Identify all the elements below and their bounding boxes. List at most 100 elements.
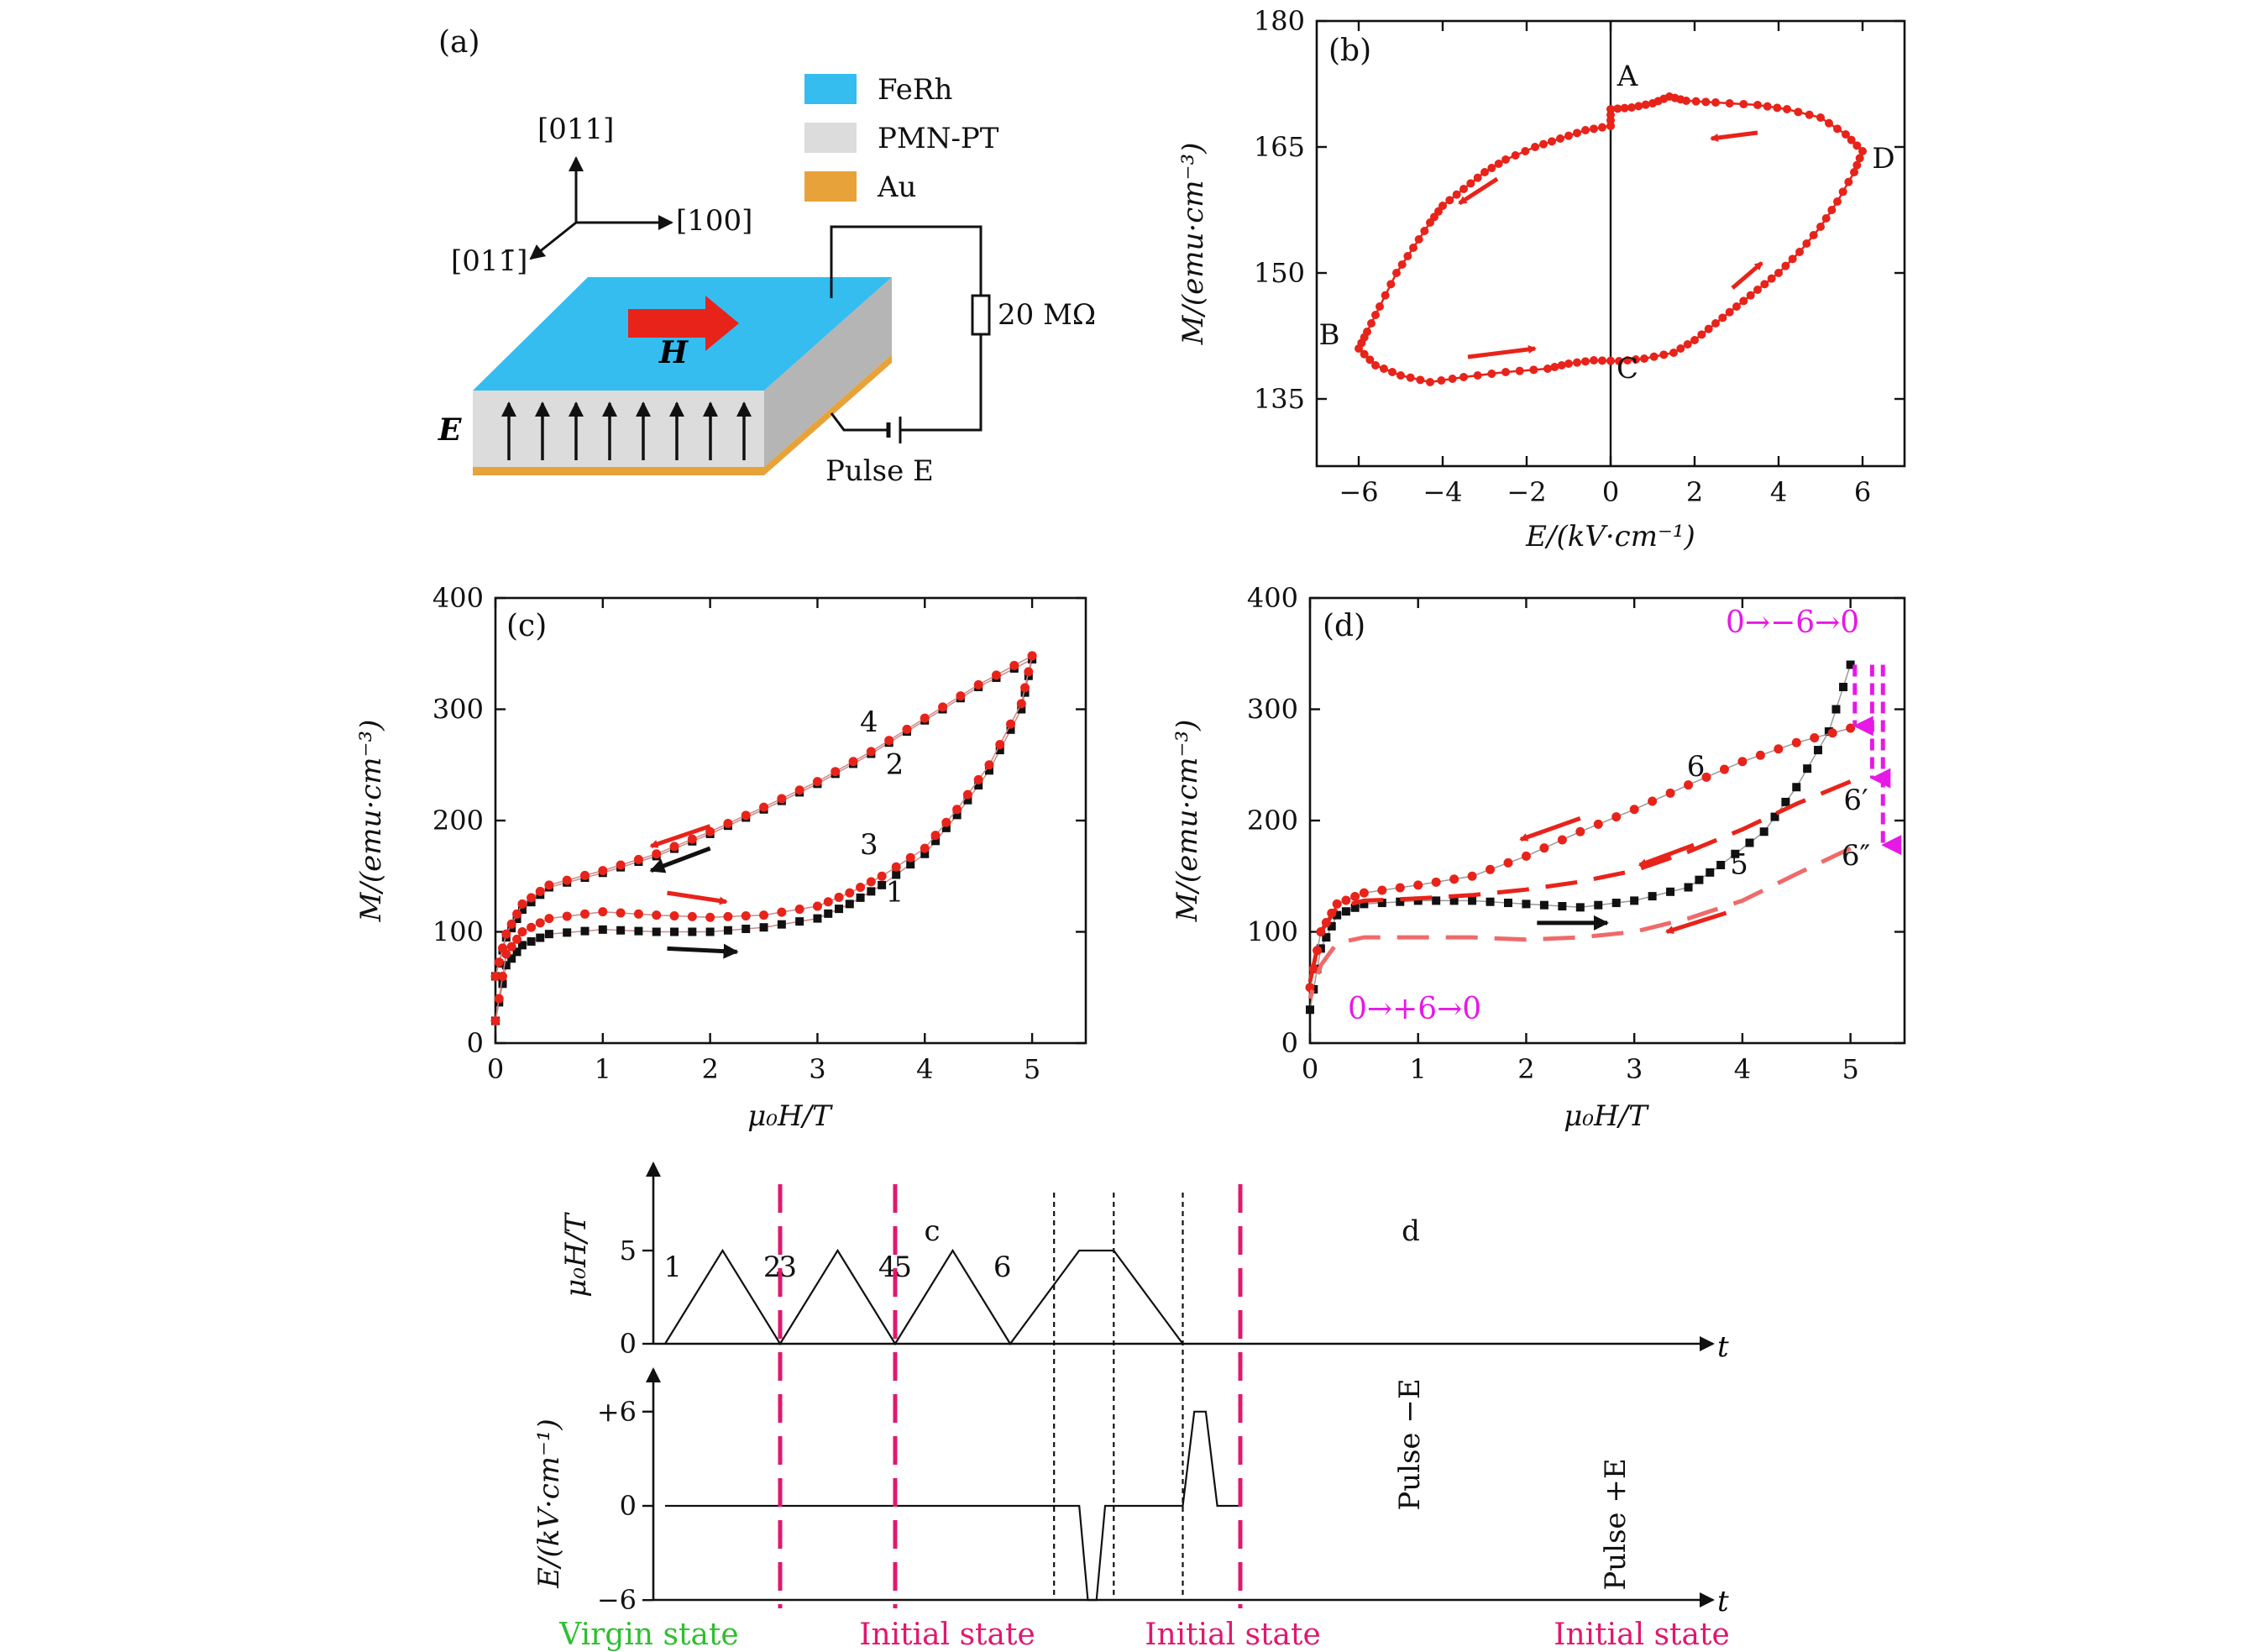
panel-d-data: 6 6′ 5 6″ (1305, 660, 1902, 1015)
panel-c-point-4 (512, 909, 522, 919)
panel-b-point (1556, 134, 1564, 143)
circuit-wire-right (900, 334, 983, 432)
panel-c-point-3 (490, 1016, 500, 1025)
panel-c-point-4 (794, 785, 804, 795)
panel-b-point (1581, 357, 1590, 366)
x-tick-label: 1 (1410, 1053, 1427, 1085)
panel-d-point-6 (1611, 812, 1622, 822)
legend-swatch-pmnpt (804, 123, 857, 153)
panel-b-point (1641, 100, 1650, 109)
field-arrow-H (628, 296, 739, 351)
axis-arrow-01-1 (529, 221, 577, 260)
timing-ticks: 0 5 −6 0 +6 (597, 1235, 653, 1616)
panel-b-point (1659, 350, 1669, 359)
timing-top-ylabel: μ₀H/T (559, 1212, 593, 1298)
panel-b-point (1623, 356, 1632, 364)
panel-b-point (1437, 376, 1446, 385)
panel-d-point-5 (1522, 899, 1531, 909)
panel-b-point (1816, 113, 1825, 122)
panel-c-series-label: 3 (860, 828, 878, 862)
y-tick-label: 400 (1247, 582, 1298, 614)
panel-b-point (1606, 122, 1615, 130)
legend-label-au: Au (877, 170, 916, 204)
timing-bottom-ytick-label: −6 (597, 1584, 637, 1616)
panel-c-point-3 (812, 901, 822, 911)
panel-b-point (1371, 311, 1380, 319)
panel-c-series-label: 1 (886, 876, 904, 910)
legend-label-ferh: FeRh (878, 73, 952, 107)
panel-c-point-3 (759, 910, 769, 920)
panel-b-point (1365, 355, 1375, 364)
panel-c-point-4 (633, 854, 643, 864)
panel-d-point-5 (1575, 903, 1585, 912)
panel-c-point-1 (723, 926, 732, 935)
panel-c-point-4 (759, 802, 769, 812)
panel-b-point (1487, 164, 1496, 172)
panel-b-point (1480, 168, 1489, 176)
panel-c-point-3 (705, 912, 715, 922)
panel-d-point-6 (1503, 857, 1513, 868)
panel-b-point (1739, 100, 1748, 108)
panel-a-label: (a) (438, 25, 480, 60)
panel-d-point-5 (1504, 899, 1512, 908)
panel-b-point (1452, 190, 1461, 199)
panel-d-point-5 (1322, 933, 1331, 942)
panel-b-point-label: D (1872, 142, 1894, 176)
x-tick-label: 3 (809, 1053, 825, 1085)
panel-b-point (1773, 103, 1782, 113)
panel-c-point-3 (741, 911, 751, 921)
panel-c-point-1 (984, 766, 993, 775)
pmnpt-side-face (764, 277, 892, 467)
panel-b-point (1809, 231, 1818, 239)
panel-c-point-4 (517, 899, 527, 909)
panel-c-point-1 (652, 927, 661, 936)
panel-c-point-1 (616, 926, 626, 935)
panel-d-series-line-5 (1309, 664, 1852, 1010)
panel-c-point-1 (705, 927, 715, 936)
circuit-wire-bottom (830, 412, 888, 432)
timing-segment-label: 5 (893, 1251, 912, 1284)
panel-d-point-5 (1630, 896, 1639, 905)
panel-b-point (1833, 124, 1842, 134)
pmnpt-front-face (473, 391, 764, 467)
panel-b-point (1802, 239, 1811, 248)
timing-bottom-ytick-label: +6 (597, 1396, 637, 1428)
axis-label-01-1: [011̄] (451, 244, 527, 278)
y-tick-label: 300 (432, 694, 484, 726)
panel-b-point (1847, 135, 1856, 144)
panel-d-point-5 (1846, 660, 1855, 669)
panel-b-point (1844, 177, 1853, 186)
panel-d-series-label: 6′ (1843, 784, 1868, 817)
panel-d-point-6 (1719, 764, 1729, 774)
panel-b-point (1690, 336, 1699, 344)
y-tick-label: 150 (1254, 257, 1305, 289)
panel-d-point-5 (1432, 896, 1441, 905)
panel-c-point-1 (1020, 688, 1030, 697)
timing-state-virgin: Virgin state (558, 1618, 738, 1652)
panel-b-point (1701, 97, 1711, 107)
panel-d-point-6 (1593, 819, 1603, 829)
panel-c-point-3 (905, 852, 915, 863)
panel-b-point (1632, 355, 1640, 364)
panel-d-direction-arrow (1664, 910, 1727, 934)
panel-d-point-6 (1332, 899, 1342, 909)
panel-c-point-1 (527, 936, 536, 946)
panel-c-point-1 (1006, 725, 1015, 734)
panel-b-point (1825, 118, 1833, 128)
timing-bottom-ylabel: E/(kV·cm⁻¹) (532, 1419, 566, 1589)
panel-d-point-5 (1814, 746, 1823, 755)
panel-b-point (1627, 103, 1636, 112)
panel-d-point-5 (1839, 683, 1848, 691)
panel-d-point-6 (1359, 888, 1369, 898)
x-tick-label: 5 (1024, 1053, 1040, 1085)
panel-c-point-4 (973, 679, 983, 690)
y-tick-label: 0 (1281, 1027, 1298, 1059)
panel-c-point-3 (517, 927, 527, 936)
panel-d-point-6 (1431, 877, 1441, 887)
panel-c-point-1 (688, 927, 697, 936)
panel-b-point (1852, 141, 1862, 150)
panel-b-point (1827, 206, 1837, 214)
panel-c-point-3 (669, 911, 679, 921)
timing-state-initial-2: Initial state (1145, 1618, 1321, 1652)
panel-b-point (1850, 168, 1858, 176)
